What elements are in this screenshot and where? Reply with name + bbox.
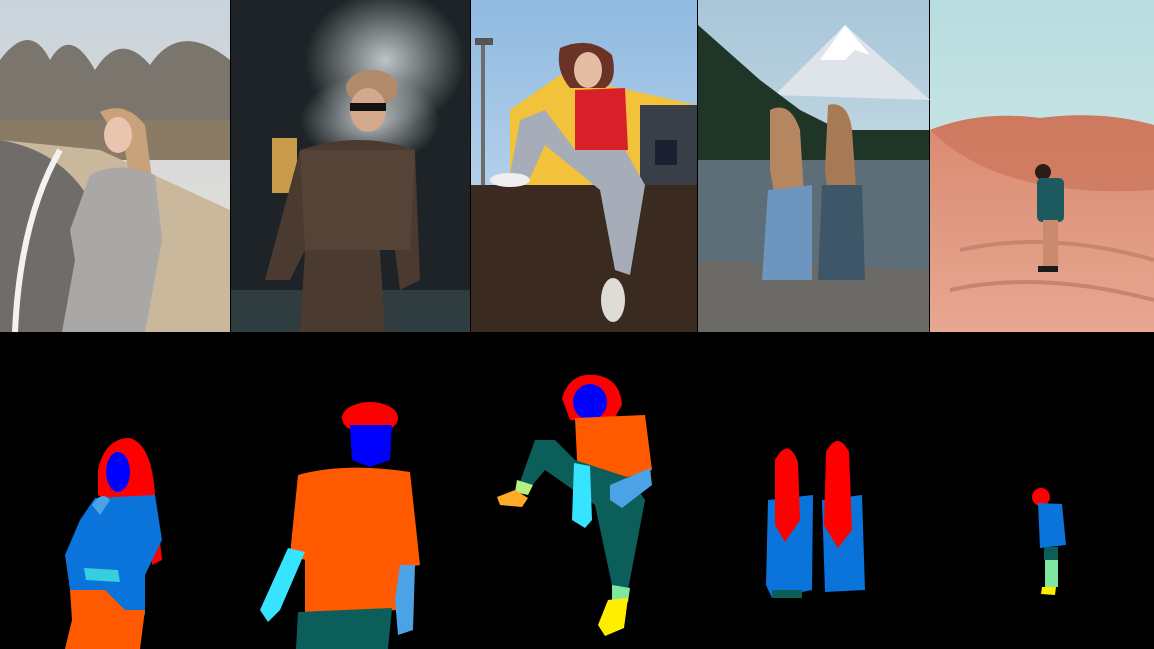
photo-2-shape — [300, 150, 415, 250]
photo-5-shape — [1038, 266, 1058, 272]
mask-5-shape — [1044, 547, 1058, 560]
photo-5-shape — [1035, 164, 1051, 180]
mask-4-shape — [775, 448, 800, 542]
mask-5-shape — [1041, 587, 1056, 595]
photo-1-shape — [62, 167, 162, 332]
mask-5-shape — [1038, 503, 1066, 548]
mask-2-shape — [296, 608, 392, 649]
photo-4-shape — [762, 185, 812, 280]
mask-3-shape — [573, 384, 607, 420]
photo-5-shape — [1037, 178, 1064, 222]
mask-2-shape — [260, 548, 305, 622]
photo-3-shape — [490, 173, 530, 187]
mask-2-shape — [350, 425, 392, 467]
photo-2 — [231, 0, 470, 332]
mask-2-shape — [290, 467, 420, 615]
photo-3-shape — [655, 140, 677, 165]
mask-1 — [65, 438, 162, 649]
mask-4-shape — [824, 441, 852, 548]
photo-3-shape — [481, 42, 485, 192]
mask-3-shape — [520, 440, 645, 590]
mask-2-shape — [395, 565, 415, 635]
photo-1-shape — [0, 40, 230, 140]
photo-3-shape — [575, 88, 628, 155]
mask-4 — [766, 441, 865, 598]
mask-2 — [260, 402, 420, 649]
mask-3-shape — [610, 468, 652, 508]
mask-1-shape — [65, 590, 145, 649]
mask-1-shape — [65, 495, 162, 615]
mask-1-shape — [106, 452, 130, 492]
photo-3 — [471, 0, 697, 332]
photo-1 — [0, 0, 230, 333]
photo-5 — [930, 0, 1154, 332]
photo-1-shape — [104, 117, 132, 153]
mask-3-shape — [575, 415, 652, 482]
mask-5 — [1032, 488, 1066, 595]
mask-3-shape — [572, 463, 592, 528]
photo-4-shape — [698, 160, 929, 270]
mask-5-shape — [1032, 488, 1050, 506]
mask-3-shape — [612, 585, 630, 602]
photo-3-shape — [475, 38, 493, 45]
mask-3-shape — [515, 480, 533, 495]
mask-3-shape — [497, 490, 528, 507]
photo-3-shape — [510, 110, 645, 275]
photo-2-shape — [350, 103, 386, 111]
mask-1-shape — [92, 496, 110, 515]
photo-3-shape — [601, 278, 625, 322]
photo-4-shape — [820, 25, 870, 60]
photo-1-shape — [0, 140, 90, 332]
mask-5-shape — [1045, 560, 1058, 587]
mask-3 — [497, 374, 652, 636]
photo-3-shape — [574, 52, 602, 88]
photo-5-shape — [930, 115, 1154, 192]
photo-4-shape — [698, 260, 929, 332]
photo-1-shape — [12, 148, 63, 333]
mask-1-shape — [84, 568, 120, 582]
photo-4-shape — [818, 185, 865, 280]
mask-4-shape — [772, 590, 802, 598]
photo-4-shape — [775, 25, 930, 100]
photo-5-shape — [1043, 220, 1058, 268]
photo-4 — [698, 0, 930, 332]
mask-3-shape — [598, 598, 628, 636]
photo-4-shape — [698, 25, 929, 165]
photo-3-shape — [471, 185, 697, 332]
